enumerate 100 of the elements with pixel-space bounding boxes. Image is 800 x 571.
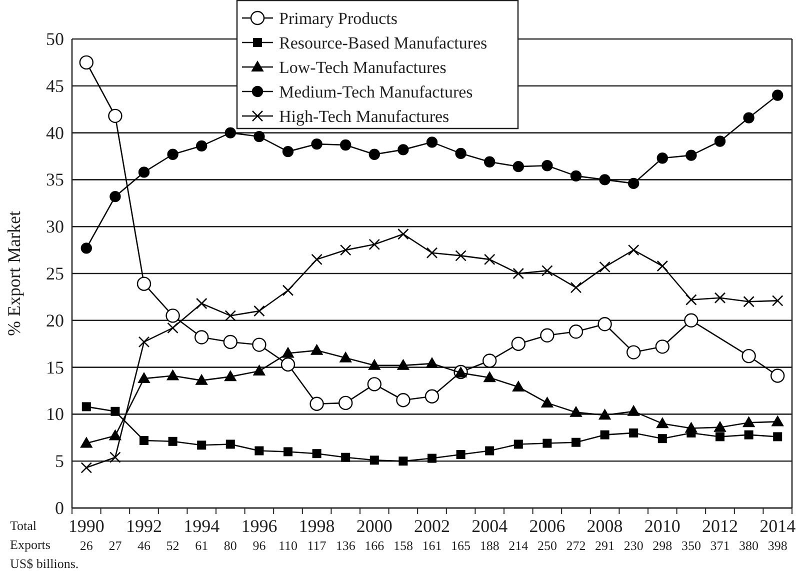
text: 165 — [451, 538, 471, 553]
point — [599, 261, 610, 273]
text: 80 — [224, 538, 237, 553]
point — [340, 244, 352, 256]
y-tick-label: 50 — [46, 29, 64, 49]
point — [138, 372, 150, 384]
point — [338, 396, 353, 410]
point — [656, 152, 668, 164]
x-tick-label: 2004 — [472, 516, 508, 536]
text: US$ billions. — [10, 556, 79, 571]
text: 380 — [739, 538, 759, 553]
point — [110, 452, 121, 463]
text: 398 — [768, 538, 788, 553]
point — [484, 156, 496, 168]
y-tick-label: 30 — [46, 216, 64, 237]
point — [428, 454, 436, 463]
point — [341, 452, 350, 462]
point — [310, 344, 323, 355]
point — [397, 359, 410, 370]
point — [626, 345, 641, 360]
text: 136 — [336, 538, 356, 553]
x-tick-label: 1992 — [126, 516, 162, 536]
point — [512, 160, 524, 172]
point — [598, 409, 611, 420]
point — [398, 456, 408, 466]
point — [252, 338, 266, 352]
point — [685, 422, 698, 433]
legend-label: Resource-Based Manufactures — [279, 34, 488, 52]
point — [82, 402, 91, 412]
point — [311, 254, 322, 266]
text: 298 — [652, 538, 672, 553]
y-tick-label: 5 — [55, 451, 64, 472]
point — [568, 324, 584, 339]
point — [772, 295, 784, 306]
point — [140, 436, 148, 445]
point — [224, 127, 236, 138]
point — [686, 294, 697, 306]
point — [540, 328, 554, 343]
text: 214 — [508, 538, 529, 553]
text: 96 — [252, 538, 266, 553]
x-tick-label: 1994 — [184, 516, 220, 536]
point — [167, 322, 178, 334]
point — [714, 136, 726, 147]
text: 52 — [166, 538, 180, 553]
point — [598, 317, 612, 332]
point — [284, 447, 292, 456]
point — [485, 446, 494, 456]
point — [714, 421, 726, 432]
legend-label: High-Tech Manufactures — [279, 107, 450, 126]
point — [742, 416, 755, 428]
point — [166, 370, 179, 380]
y-tick-label: 35 — [46, 170, 64, 190]
point — [79, 55, 94, 70]
point — [311, 138, 322, 150]
x-tick-label: 2012 — [702, 516, 738, 536]
text: 27 — [108, 538, 122, 553]
point — [254, 446, 264, 456]
text: 110 — [278, 538, 298, 553]
point — [511, 336, 526, 351]
point — [514, 440, 523, 449]
point — [196, 374, 208, 385]
point — [600, 430, 610, 440]
point — [312, 449, 322, 458]
point — [542, 265, 553, 276]
point — [197, 440, 206, 450]
point — [572, 438, 580, 447]
point — [455, 148, 466, 160]
text: 61 — [195, 538, 208, 553]
x-tick-label: 2014 — [760, 516, 796, 536]
point — [772, 416, 784, 426]
point — [80, 437, 92, 448]
point — [426, 247, 438, 259]
text: 158 — [393, 538, 413, 553]
text: 188 — [480, 538, 500, 553]
point — [744, 430, 754, 440]
point — [340, 352, 352, 362]
x-tick-label: 2006 — [529, 516, 566, 536]
text: 166 — [364, 538, 385, 553]
x-tick-label: 1990 — [68, 516, 104, 536]
text: 230 — [624, 538, 644, 553]
text: 46 — [138, 538, 151, 553]
point — [599, 174, 610, 186]
point — [512, 268, 524, 280]
point — [80, 242, 92, 254]
point — [396, 393, 410, 408]
point — [628, 244, 640, 256]
text: 26 — [80, 538, 94, 553]
point — [742, 348, 756, 364]
y-tick-label: 10 — [46, 404, 64, 424]
point — [426, 358, 438, 368]
x-tick-label: 2000 — [356, 516, 392, 536]
text: 272 — [566, 538, 586, 553]
y-tick-label: 20 — [46, 310, 64, 330]
point — [223, 334, 238, 350]
y-tick-label: 40 — [46, 122, 64, 143]
point — [773, 432, 782, 442]
point — [656, 260, 668, 272]
point — [254, 305, 265, 317]
point — [110, 406, 120, 416]
y-tick-label: 25 — [46, 264, 64, 284]
